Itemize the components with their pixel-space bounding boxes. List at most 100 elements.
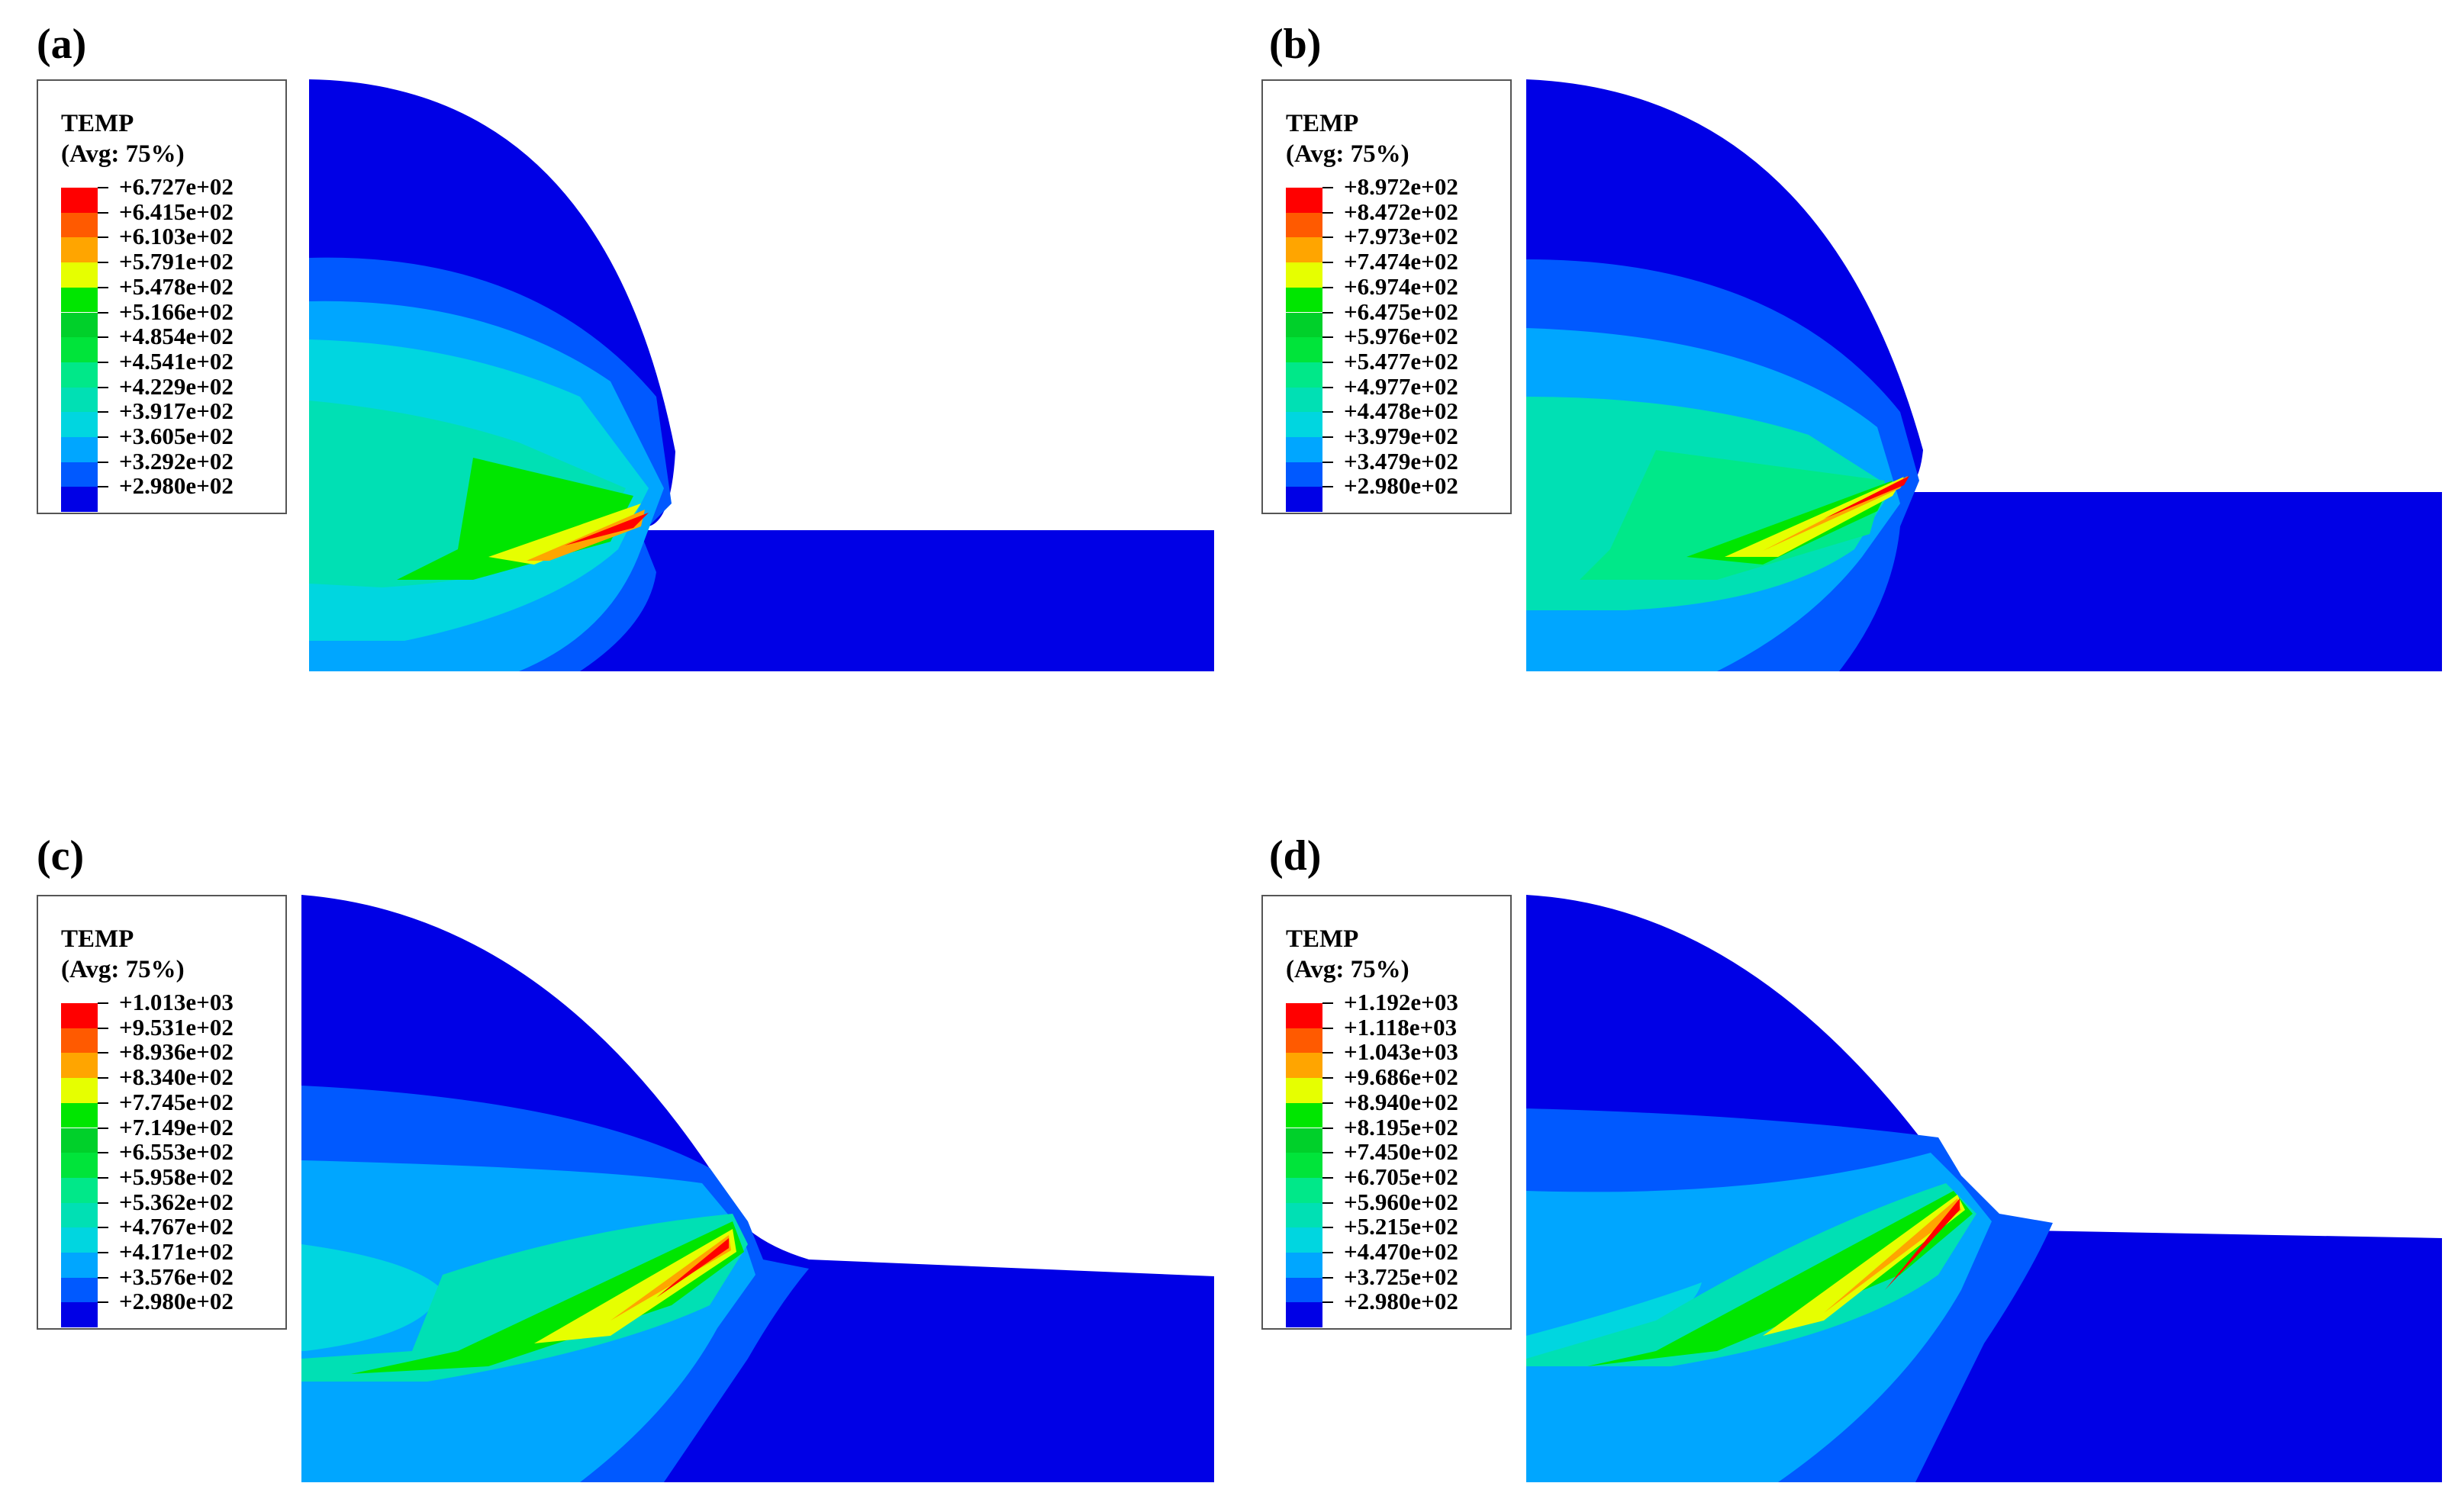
legend-row: +3.605e+02 [61, 424, 282, 462]
legend-row: +6.727e+02 [61, 175, 282, 213]
legend-row: +3.917e+02 [61, 399, 282, 437]
legend-swatch [61, 1078, 98, 1103]
legend-row: +5.362e+02 [61, 1190, 282, 1228]
legend-swatch [61, 188, 98, 213]
legend-row: +9.686e+02 [1286, 1065, 1507, 1103]
zone-4767-left [301, 1244, 443, 1351]
legend-subtitle: (Avg: 75%) [61, 956, 185, 983]
legend-tick [1322, 1102, 1333, 1104]
legend-value: +2.980e+02 [1344, 472, 1458, 500]
legend-value: +4.854e+02 [119, 323, 234, 350]
legend-row: +7.973e+02 [1286, 224, 1507, 263]
temperature-field [309, 79, 1214, 671]
legend-title: TEMP [1286, 110, 1359, 137]
legend-swatch [1286, 1028, 1322, 1054]
panel-a: (a) TEMP (Avg: 75%) +6.727e+02 +6.415e+02… [0, 0, 1229, 756]
legend-tick [1322, 1227, 1333, 1229]
legend-tick [98, 1301, 108, 1304]
legend-tick [1322, 211, 1333, 214]
legend-row: +2.980e+02 [1286, 474, 1507, 513]
legend-swatch [1286, 1227, 1322, 1253]
legend-swatch [1286, 312, 1322, 338]
legend-swatch [61, 412, 98, 437]
legend-row: +7.745e+02 [61, 1090, 282, 1128]
legend-value: +4.171e+02 [119, 1238, 234, 1265]
legend-row: +9.531e+02 [61, 1015, 282, 1054]
legend-tick [98, 187, 108, 188]
legend-tick [98, 436, 108, 438]
legend-tick [98, 411, 108, 413]
legend-tick [98, 1227, 108, 1229]
legend-swatch [1286, 1128, 1322, 1153]
legend-value: +4.229e+02 [119, 372, 234, 400]
legend-swatch [1286, 237, 1322, 263]
legend-row: +4.470e+02 [1286, 1240, 1507, 1278]
panel-b: (b) TEMP (Avg: 75%) +8.972e+02 +8.472e+02… [1229, 0, 2457, 756]
legend-swatch [61, 1253, 98, 1278]
legend-tick [1322, 262, 1333, 264]
legend-tick [98, 311, 108, 314]
legend-row: +5.166e+02 [61, 300, 282, 338]
legend-tick [98, 1252, 108, 1253]
legend-row: +1.118e+03 [1286, 1015, 1507, 1054]
legend-value: +5.791e+02 [119, 248, 234, 275]
legend-swatch [1286, 1153, 1322, 1178]
legend-value: +7.149e+02 [119, 1113, 234, 1140]
legend-title: TEMP [1286, 925, 1359, 953]
legend-tick [98, 1077, 108, 1079]
legend-value: +8.472e+02 [1344, 198, 1458, 225]
legend-swatch [1286, 287, 1322, 313]
legend-swatch [1286, 1253, 1322, 1278]
legend-row: +3.725e+02 [1286, 1265, 1507, 1303]
zone-6705 [1587, 1191, 1973, 1366]
legend-tick [98, 386, 108, 388]
legend-swatch [61, 487, 98, 513]
legend-tick [1322, 187, 1333, 188]
legend-swatch [61, 1153, 98, 1178]
legend-swatch [61, 362, 98, 388]
legend-tick [1322, 386, 1333, 388]
legend-swatch [1286, 437, 1322, 462]
legend-swatch [61, 212, 98, 238]
legend-value: +4.767e+02 [119, 1213, 234, 1240]
legend-swatch [61, 1202, 98, 1228]
legend-tick [98, 1176, 108, 1179]
legend-value: +3.576e+02 [119, 1263, 234, 1290]
legend-value: +8.940e+02 [1344, 1088, 1458, 1115]
legend-swatch [1286, 1277, 1322, 1303]
legend-swatch [61, 1177, 98, 1203]
legend-tick [1322, 236, 1333, 239]
legend-swatch [1286, 1003, 1322, 1028]
legend-value: +6.103e+02 [119, 223, 234, 250]
legend-row: +6.103e+02 [61, 224, 282, 263]
zone-5362 [301, 1214, 748, 1382]
legend-row: +6.705e+02 [1286, 1165, 1507, 1203]
legend-tick [1322, 1127, 1333, 1129]
legend-value: +2.980e+02 [1344, 1288, 1458, 1315]
legend-row: +5.976e+02 [1286, 324, 1507, 362]
legend-tick [1322, 1002, 1333, 1004]
legend-row: +2.980e+02 [61, 474, 282, 513]
legend-swatch [1286, 212, 1322, 238]
legend-swatch [61, 1302, 98, 1328]
legend-value: +7.474e+02 [1344, 248, 1458, 275]
legend-value: +2.980e+02 [119, 472, 234, 500]
zone-5478 [488, 503, 641, 565]
legend-row: +8.940e+02 [1286, 1090, 1507, 1128]
legend-tick [98, 1276, 108, 1279]
temperature-field [1526, 895, 2442, 1482]
legend-tick [98, 286, 108, 288]
legend-tick [1322, 311, 1333, 314]
legend-tick [1322, 436, 1333, 438]
legend-swatch [1286, 462, 1322, 487]
temperature-field [301, 895, 1214, 1482]
legend-row: +5.958e+02 [61, 1165, 282, 1203]
panel-label: (a) [37, 21, 87, 68]
legend-row: +7.450e+02 [1286, 1140, 1507, 1178]
legend-value: +5.166e+02 [119, 298, 234, 325]
legend-swatch [1286, 1202, 1322, 1228]
legend-tick [1322, 336, 1333, 339]
legend-row: +8.936e+02 [61, 1040, 282, 1079]
zone-5976 [1686, 481, 1893, 565]
legend-tick [98, 361, 108, 363]
